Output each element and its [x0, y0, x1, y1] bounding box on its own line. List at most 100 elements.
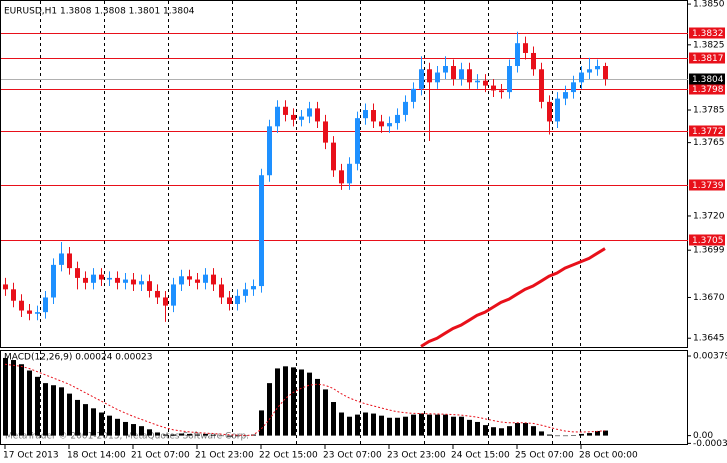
candle-body — [43, 297, 48, 313]
candle-body — [187, 276, 192, 280]
candle-body — [259, 175, 264, 287]
level-label: 1.3798 — [692, 85, 724, 95]
macd-bar — [75, 399, 80, 436]
candle-body — [291, 114, 296, 120]
level-label: 1.3705 — [692, 236, 724, 246]
macd-bar — [211, 434, 216, 436]
candle-body — [547, 101, 552, 122]
x-tick-label: 22 Oct 15:00 — [259, 451, 318, 461]
last-price-label: 1.3804 — [692, 75, 724, 85]
candle-body — [91, 274, 96, 283]
candle-body — [139, 281, 144, 285]
macd-bar — [499, 428, 504, 436]
macd-bar — [195, 434, 200, 436]
candle-body — [75, 268, 80, 278]
level-label-box — [689, 179, 725, 191]
y-tick-label: 1.3720 — [693, 211, 725, 221]
macd-bar — [115, 418, 120, 436]
macd-bar — [363, 412, 368, 436]
macd-bar — [27, 370, 32, 436]
candle-body — [51, 264, 56, 298]
candle-body — [387, 123, 392, 127]
macd-bar — [331, 402, 336, 436]
candle-body — [347, 163, 352, 184]
candle-body — [499, 90, 504, 93]
candle-body — [147, 281, 152, 291]
macd-bar — [3, 357, 8, 436]
candle-body — [363, 110, 368, 119]
candle-body — [563, 92, 568, 99]
candle-body — [531, 52, 536, 70]
y-tick-label: -0.00037 — [693, 439, 727, 449]
macd-bar — [187, 433, 192, 436]
macd-bar — [587, 433, 592, 436]
candle-body — [411, 88, 416, 102]
macd-bar — [371, 413, 376, 436]
macd-bar — [259, 410, 264, 436]
macd-bar — [539, 431, 544, 436]
macd-bar — [19, 364, 24, 436]
candle-body — [419, 69, 424, 89]
candle-body — [579, 72, 584, 83]
macd-bar — [251, 434, 256, 436]
macd-bar — [603, 430, 608, 436]
macd-bar — [43, 383, 48, 436]
x-tick-label: 21 Oct 07:00 — [131, 451, 190, 461]
macd-bar — [387, 417, 392, 436]
candle-body — [539, 69, 544, 102]
candle-body — [275, 106, 280, 127]
y-tick-label: 1.3825 — [693, 40, 725, 50]
macd-bar — [339, 412, 344, 436]
macd-bar — [91, 408, 96, 436]
x-tick-label: 23 Oct 07:00 — [323, 451, 382, 461]
macd-bar — [243, 435, 248, 437]
candle-body — [59, 253, 64, 265]
y-tick-label: 1.3645 — [693, 334, 725, 344]
macd-bar — [155, 432, 160, 436]
candle-body — [283, 106, 288, 115]
candle-body — [235, 295, 240, 304]
y-tick-label: 0.00379 — [693, 352, 727, 362]
candle-body — [211, 274, 216, 285]
macd-bar — [515, 423, 520, 436]
macd-bar — [507, 426, 512, 436]
candle-body — [467, 69, 472, 83]
candle-body — [123, 279, 128, 283]
candle-body — [11, 289, 16, 301]
macd-bar — [227, 435, 232, 437]
candle-body — [307, 108, 312, 117]
macd-bar — [411, 414, 416, 436]
macd-bar — [403, 416, 408, 436]
candle-body — [331, 142, 336, 171]
candle-body — [395, 114, 400, 124]
candle-body — [339, 170, 344, 184]
candle-body — [475, 80, 480, 83]
candle-body — [603, 66, 608, 80]
macd-bar — [483, 425, 488, 436]
candle-body — [267, 126, 272, 176]
candle-body — [443, 66, 448, 73]
candle-body — [595, 66, 600, 70]
macd-bar — [523, 423, 528, 436]
candle-body — [155, 290, 160, 298]
copyright: MetaTrader © 2001-2013, MetaQuotes Softw… — [5, 432, 249, 442]
candle-body — [19, 300, 24, 311]
y-tick-label: 1.3785 — [693, 106, 725, 116]
x-tick-label: 18 Oct 14:00 — [67, 451, 126, 461]
candle-body — [171, 284, 176, 306]
macd-bar — [563, 435, 568, 437]
macd-bar — [435, 414, 440, 436]
macd-bar — [235, 435, 240, 437]
chart-title: EURUSD,H1 1.3808 1.3808 1.3801 1.3804 — [4, 7, 195, 17]
macd-bar — [595, 430, 600, 436]
x-tick-label: 25 Oct 07:00 — [515, 451, 574, 461]
macd-bar — [171, 434, 176, 436]
macd-bar — [475, 421, 480, 436]
y-tick-label: 1.3765 — [693, 138, 725, 148]
macd-bar — [99, 412, 104, 436]
level-label-box — [689, 83, 725, 95]
level-label-box — [689, 234, 725, 246]
candle-body — [195, 279, 200, 283]
macd-bar — [419, 413, 424, 436]
